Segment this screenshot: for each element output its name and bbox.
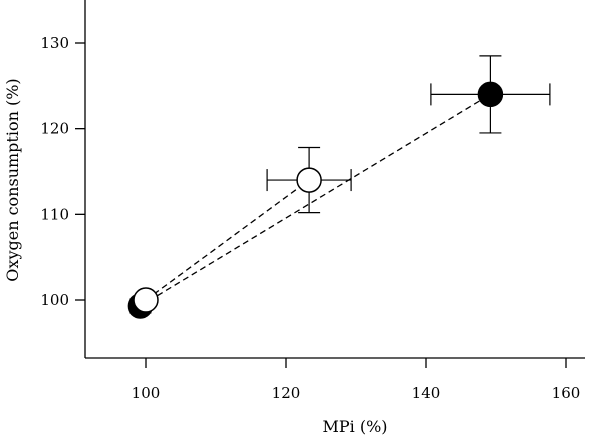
x-tick-label: 100 [132, 384, 161, 402]
y-tick-label: 130 [40, 34, 69, 52]
x-tick-label: 140 [412, 384, 441, 402]
y-tick-label: 120 [40, 120, 69, 138]
x-axis-title: MPi (%) [322, 417, 387, 436]
filled-data-point [477, 81, 504, 108]
x-tick-label: 160 [552, 384, 581, 402]
connecting-lines [140, 93, 491, 307]
axes [84, 0, 585, 359]
series-line [140, 93, 491, 307]
x-tick-label: 120 [272, 384, 301, 402]
ticks: 100 120 140 160 100 110 120 130 [40, 34, 580, 402]
open-data-point [296, 167, 322, 193]
data-points [127, 81, 504, 319]
y-tick-label: 110 [40, 205, 69, 223]
y-axis-title: Oxygen consumption (%) [3, 78, 22, 281]
open-data-point [133, 287, 159, 313]
series-line [145, 179, 310, 301]
y-tick-label: 100 [40, 291, 69, 309]
